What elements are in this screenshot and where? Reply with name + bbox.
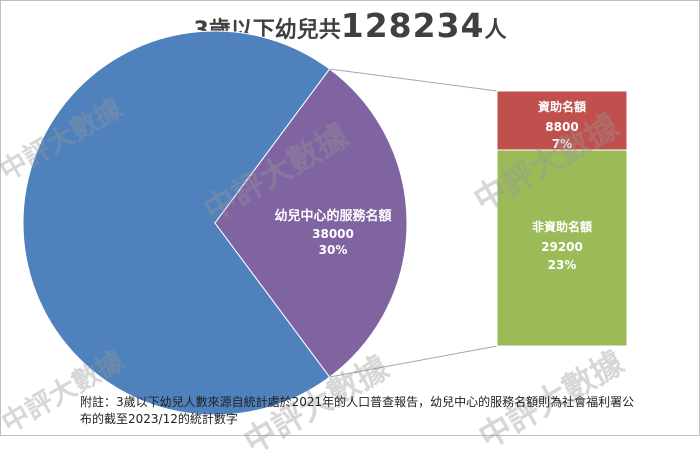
non-subsidized-percent: 23% bbox=[548, 258, 577, 272]
subsidized-percent: 7% bbox=[552, 137, 572, 151]
subsidized-label: 資助名額 bbox=[538, 99, 586, 114]
connector-line-top bbox=[329, 68, 498, 92]
subsidized-value: 8800 bbox=[545, 120, 578, 134]
pie-chart: 幼兒中心的服務名額 38000 30% 資助名額 8800 7% 非資助名額 2… bbox=[22, 30, 628, 416]
non-subsidized-value: 29200 bbox=[541, 240, 583, 254]
non-subsidized-label: 非資助名額 bbox=[532, 219, 592, 234]
centre-value: 38000 bbox=[312, 227, 354, 241]
pie-slice-remaining bbox=[22, 30, 331, 416]
bar-segment-subsidized bbox=[496, 90, 628, 151]
pie-slice-centre bbox=[214, 68, 408, 378]
title-suffix: 人 bbox=[484, 18, 507, 43]
title-number: 128234 bbox=[340, 6, 485, 45]
footnote: 附註：3歲以下幼兒人數來源自統計處於2021年的人口普查報告，幼兒中心的服務名額… bbox=[80, 395, 635, 426]
connector-line-bottom bbox=[329, 345, 498, 378]
centre-percent: 30% bbox=[319, 243, 348, 257]
centre-label: 幼兒中心的服務名額 bbox=[274, 208, 391, 224]
bar-segment-non-subsidized bbox=[496, 149, 628, 347]
